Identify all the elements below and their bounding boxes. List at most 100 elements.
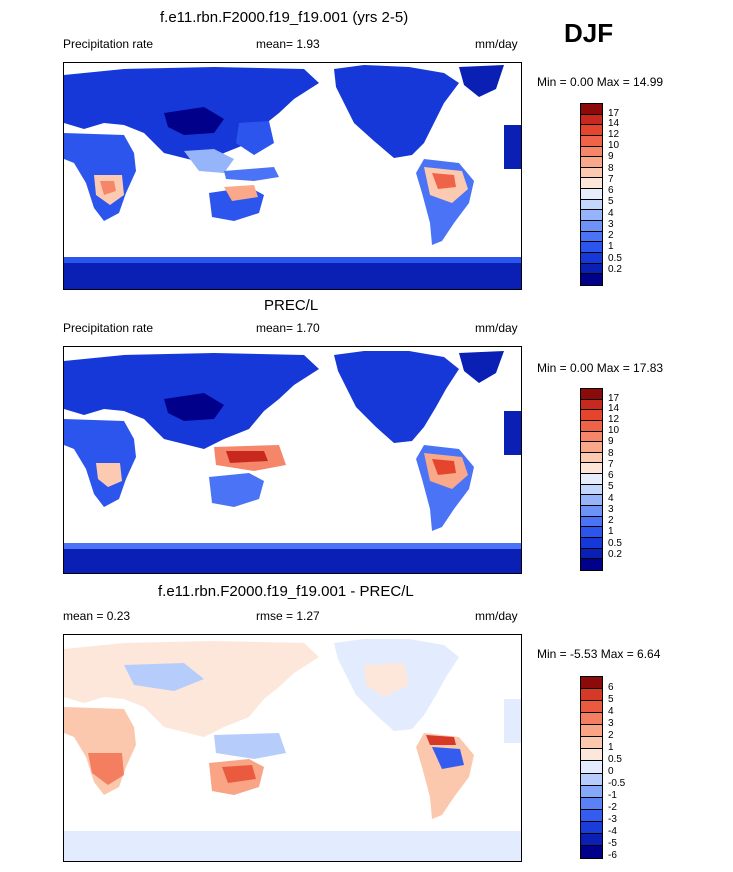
colorbar-tick-label: 1 [608,241,614,252]
colorbar-tick-label: 17 [608,108,620,119]
amazon-dry-bias-region [432,747,464,769]
colorbar-swatch [581,713,602,726]
colorbar-tick-label: 8 [608,163,614,174]
colorbar-tick-label: -3 [608,814,617,825]
colorbar-tick-label: 4 [608,208,614,219]
panel1-minmax-label: Min = 0.00 Max = 14.99 [537,75,664,89]
colorbar-tick-label: 14 [608,403,620,414]
panel1-colorbar [580,103,603,286]
panel2-colorbar [580,388,603,571]
africa-region [64,707,136,795]
colorbar-swatch [581,157,602,168]
panel3-mean-label: mean = 0.23 [63,609,131,623]
colorbar-swatch [581,506,602,517]
colorbar-swatch [581,749,602,762]
amazon-warm-bias-region [426,735,456,745]
colorbar-swatch [581,484,602,496]
colorbar-swatch [581,135,602,147]
australia-core-region [222,765,256,783]
africa-south-region [88,753,124,785]
season-label: DJF [564,18,614,48]
colorbar-tick-label: 2 [608,730,614,741]
atlantic-edge-region [504,699,521,743]
colorbar-tick-label: -0.5 [608,778,626,789]
colorbar-swatch [581,104,602,115]
panel2-map [63,346,522,574]
colorbar-swatch [581,474,602,485]
colorbar-swatch [581,833,602,846]
colorbar-tick-label: 5 [608,694,614,705]
antarctica-region [64,261,521,289]
panel3-colorbar [580,676,603,859]
asia-monsoon-region [184,149,234,173]
panel2-variable-label: Precipitation rate [63,321,154,335]
colorbar-tick-label: 3 [608,219,614,230]
colorbar-swatch [581,809,602,822]
colorbar-swatch [581,527,602,538]
antarctica-edge [64,543,521,549]
colorbar-tick-label: 12 [608,129,620,140]
panel2-map-svg [64,351,521,573]
tibet-region [164,107,224,135]
colorbar-swatch [581,821,602,834]
panel1-units-label: mm/day [475,37,518,51]
maritime-continent [224,167,279,181]
panel2-units-label: mm/day [475,321,518,335]
colorbar-swatch [581,410,602,421]
colorbar-swatch [581,785,602,798]
colorbar-tick-label: 1 [608,742,614,753]
australia-region [209,473,264,507]
panel3-rmse-label: rmse = 1.27 [256,609,320,623]
colorbar-swatch [581,495,602,507]
colorbar-swatch [581,431,602,443]
australia-north-region [224,185,258,201]
panel1-mean-label: mean= 1.93 [256,37,320,51]
colorbar-swatch [581,189,602,200]
panel2-title: PREC/L [264,297,319,314]
panel1-title: f.e11.rbn.F2000.f19_f19.001 (yrs 2-5) [160,9,409,26]
antarctica-region [64,547,521,573]
colorbar-swatch [581,689,602,702]
colorbar-swatch [581,773,602,786]
colorbar-tick-label: 4 [608,706,614,717]
amazon-core-region [432,173,456,189]
colorbar-tick-label: 1 [608,526,614,537]
colorbar-swatch [581,463,602,475]
colorbar-tick-label: 0 [608,766,614,777]
antarctica-region [64,831,521,861]
colorbar-tick-label: 7 [608,459,614,470]
colorbar-swatch [581,263,602,275]
colorbar-swatch [581,452,602,464]
colorbar-tick-label: 5 [608,196,614,207]
colorbar-tick-label: 0.2 [608,264,622,275]
colorbar-swatch [581,221,602,232]
north-america-region [334,351,459,443]
colorbar-swatch [581,537,602,549]
colorbar-tick-label: 2 [608,515,614,526]
panel2-mean-label: mean= 1.70 [256,321,320,335]
panel3-units-label: mm/day [475,609,518,623]
colorbar-swatch [581,677,602,690]
colorbar-tick-label: 17 [608,393,620,404]
greenland-region [459,65,504,97]
colorbar-tick-label: 0.2 [608,549,622,560]
colorbar-tick-label: 0.5 [608,253,622,264]
panel1-variable-label: Precipitation rate [63,37,154,51]
tibet-region [164,393,224,421]
colorbar-swatch [581,548,602,560]
colorbar-tick-label: 12 [608,414,620,425]
colorbar-swatch [581,389,602,400]
colorbar-swatch [581,797,602,810]
colorbar-tick-label: 7 [608,174,614,185]
colorbar-swatch [581,231,602,243]
colorbar-swatch [581,274,602,285]
colorbar-swatch [581,178,602,190]
colorbar-tick-label: 5 [608,481,614,492]
colorbar-tick-label: 14 [608,118,620,129]
africa-central-region [96,463,122,487]
colorbar-swatch [581,420,602,432]
colorbar-swatch [581,761,602,774]
eurasia-cool-region [124,663,204,691]
colorbar-tick-label: 6 [608,185,614,196]
amazon-core-region [432,459,456,475]
